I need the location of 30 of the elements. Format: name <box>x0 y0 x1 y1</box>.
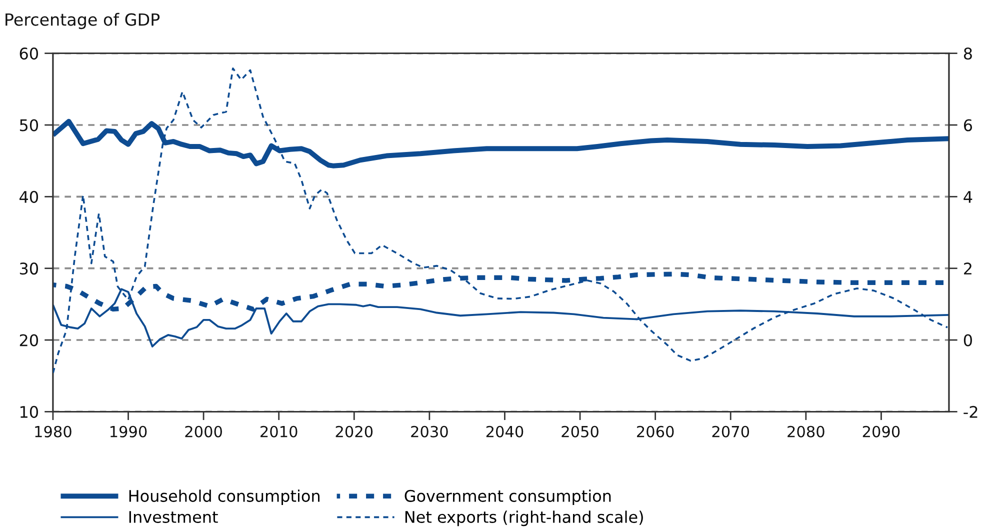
y-tick-label: 60 <box>20 48 38 60</box>
y-tick-label: 30 <box>20 262 38 275</box>
y-tick-label: 10 <box>20 406 38 418</box>
x-tick-label: 2050 <box>562 426 598 438</box>
legend-label: Net exports (right-hand scale) <box>405 510 643 526</box>
legend-label: Household consumption <box>129 490 320 506</box>
x-tick-label: 2020 <box>336 426 373 438</box>
x-tick-label: 1980 <box>35 426 72 438</box>
x-tick-label: 2000 <box>185 426 222 438</box>
y2-tick-label: 6 <box>964 119 972 132</box>
y2-tick-label: 2 <box>964 262 972 274</box>
x-tick-label: 2080 <box>788 426 824 438</box>
y2-tick-label: 0 <box>964 334 972 346</box>
x-tick-label: 2060 <box>637 426 674 438</box>
x-tick-label: 2030 <box>411 426 448 438</box>
y2-tick-label: -2 <box>964 406 978 418</box>
x-tick-label: 2070 <box>712 426 750 438</box>
x-tick-label: 2090 <box>862 426 900 438</box>
y-tick-label: 20 <box>20 334 38 346</box>
legend-label: Government consumption <box>404 490 611 506</box>
legend-label: Investment <box>129 511 218 524</box>
y-tick-label: 50 <box>20 119 38 132</box>
line-series <box>52 67 948 374</box>
y-tick-label: 40 <box>20 190 38 203</box>
y2-tick-label: 4 <box>964 191 972 203</box>
y2-tick-label: 8 <box>964 48 972 60</box>
y-axis-title: Percentage of GDP <box>6 12 160 30</box>
x-tick-label: 1990 <box>110 426 147 438</box>
x-tick-label: 2040 <box>486 426 524 438</box>
x-tick-label: 2010 <box>260 426 298 438</box>
